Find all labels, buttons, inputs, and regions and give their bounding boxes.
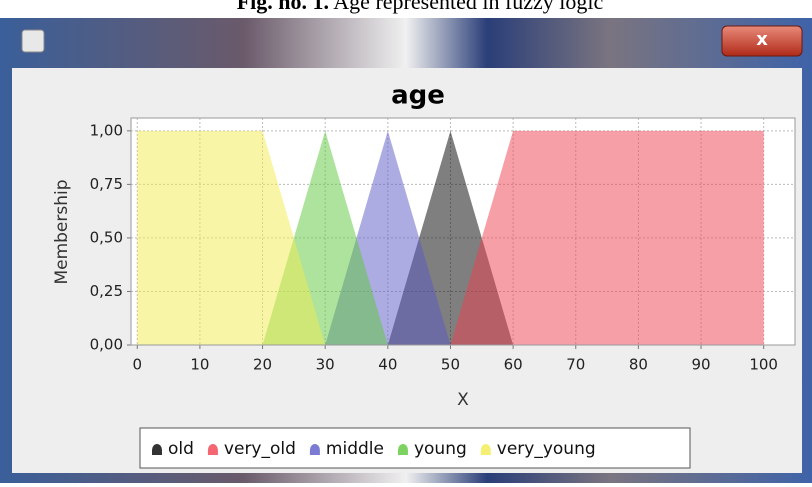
legend-label: young [414, 439, 467, 459]
x-tick-label: 50 [441, 356, 460, 374]
app-icon [22, 30, 44, 52]
x-tick-label: 20 [253, 356, 272, 374]
x-axis-label: X [457, 390, 469, 410]
x-tick-label: 70 [566, 356, 585, 374]
x-tick-label: 80 [629, 356, 648, 374]
y-tick-label: 0,00 [90, 336, 123, 354]
y-tick-label: 0,25 [90, 282, 123, 300]
y-tick-label: 0,50 [90, 228, 123, 246]
legend-label: old [168, 439, 194, 459]
close-icon[interactable]: x [756, 29, 768, 50]
caption-text: Age represented in fuzzy logic [333, 0, 603, 14]
screenshot: Fig. no. 1. Age represented in fuzzy log… [0, 0, 812, 483]
x-tick-label: 0 [132, 356, 142, 374]
plot: 0,00 0,25 0,50 0,75 1,00 0 10 20 30 40 50 60 70 80 90 1… [90, 118, 795, 374]
x-tick-label: 30 [316, 356, 335, 374]
chart-title: age [391, 81, 445, 111]
legend-label: very_old [224, 439, 296, 459]
caption-label: Fig. no. 1. [237, 0, 329, 14]
legend-label: very_young [497, 439, 596, 459]
x-tick-label: 10 [190, 356, 209, 374]
y-tick-label: 0,75 [90, 175, 123, 193]
x-tick-label: 40 [378, 356, 397, 374]
x-tick-label: 60 [504, 356, 523, 374]
legend-label: middle [326, 439, 384, 459]
x-tick-label: 100 [749, 356, 778, 374]
y-axis-label: Membership [52, 179, 72, 284]
y-tick-label: 1,00 [90, 121, 123, 139]
x-tick-label: 90 [691, 356, 710, 374]
caption: Fig. no. 1. Age represented in fuzzy log… [237, 0, 604, 14]
